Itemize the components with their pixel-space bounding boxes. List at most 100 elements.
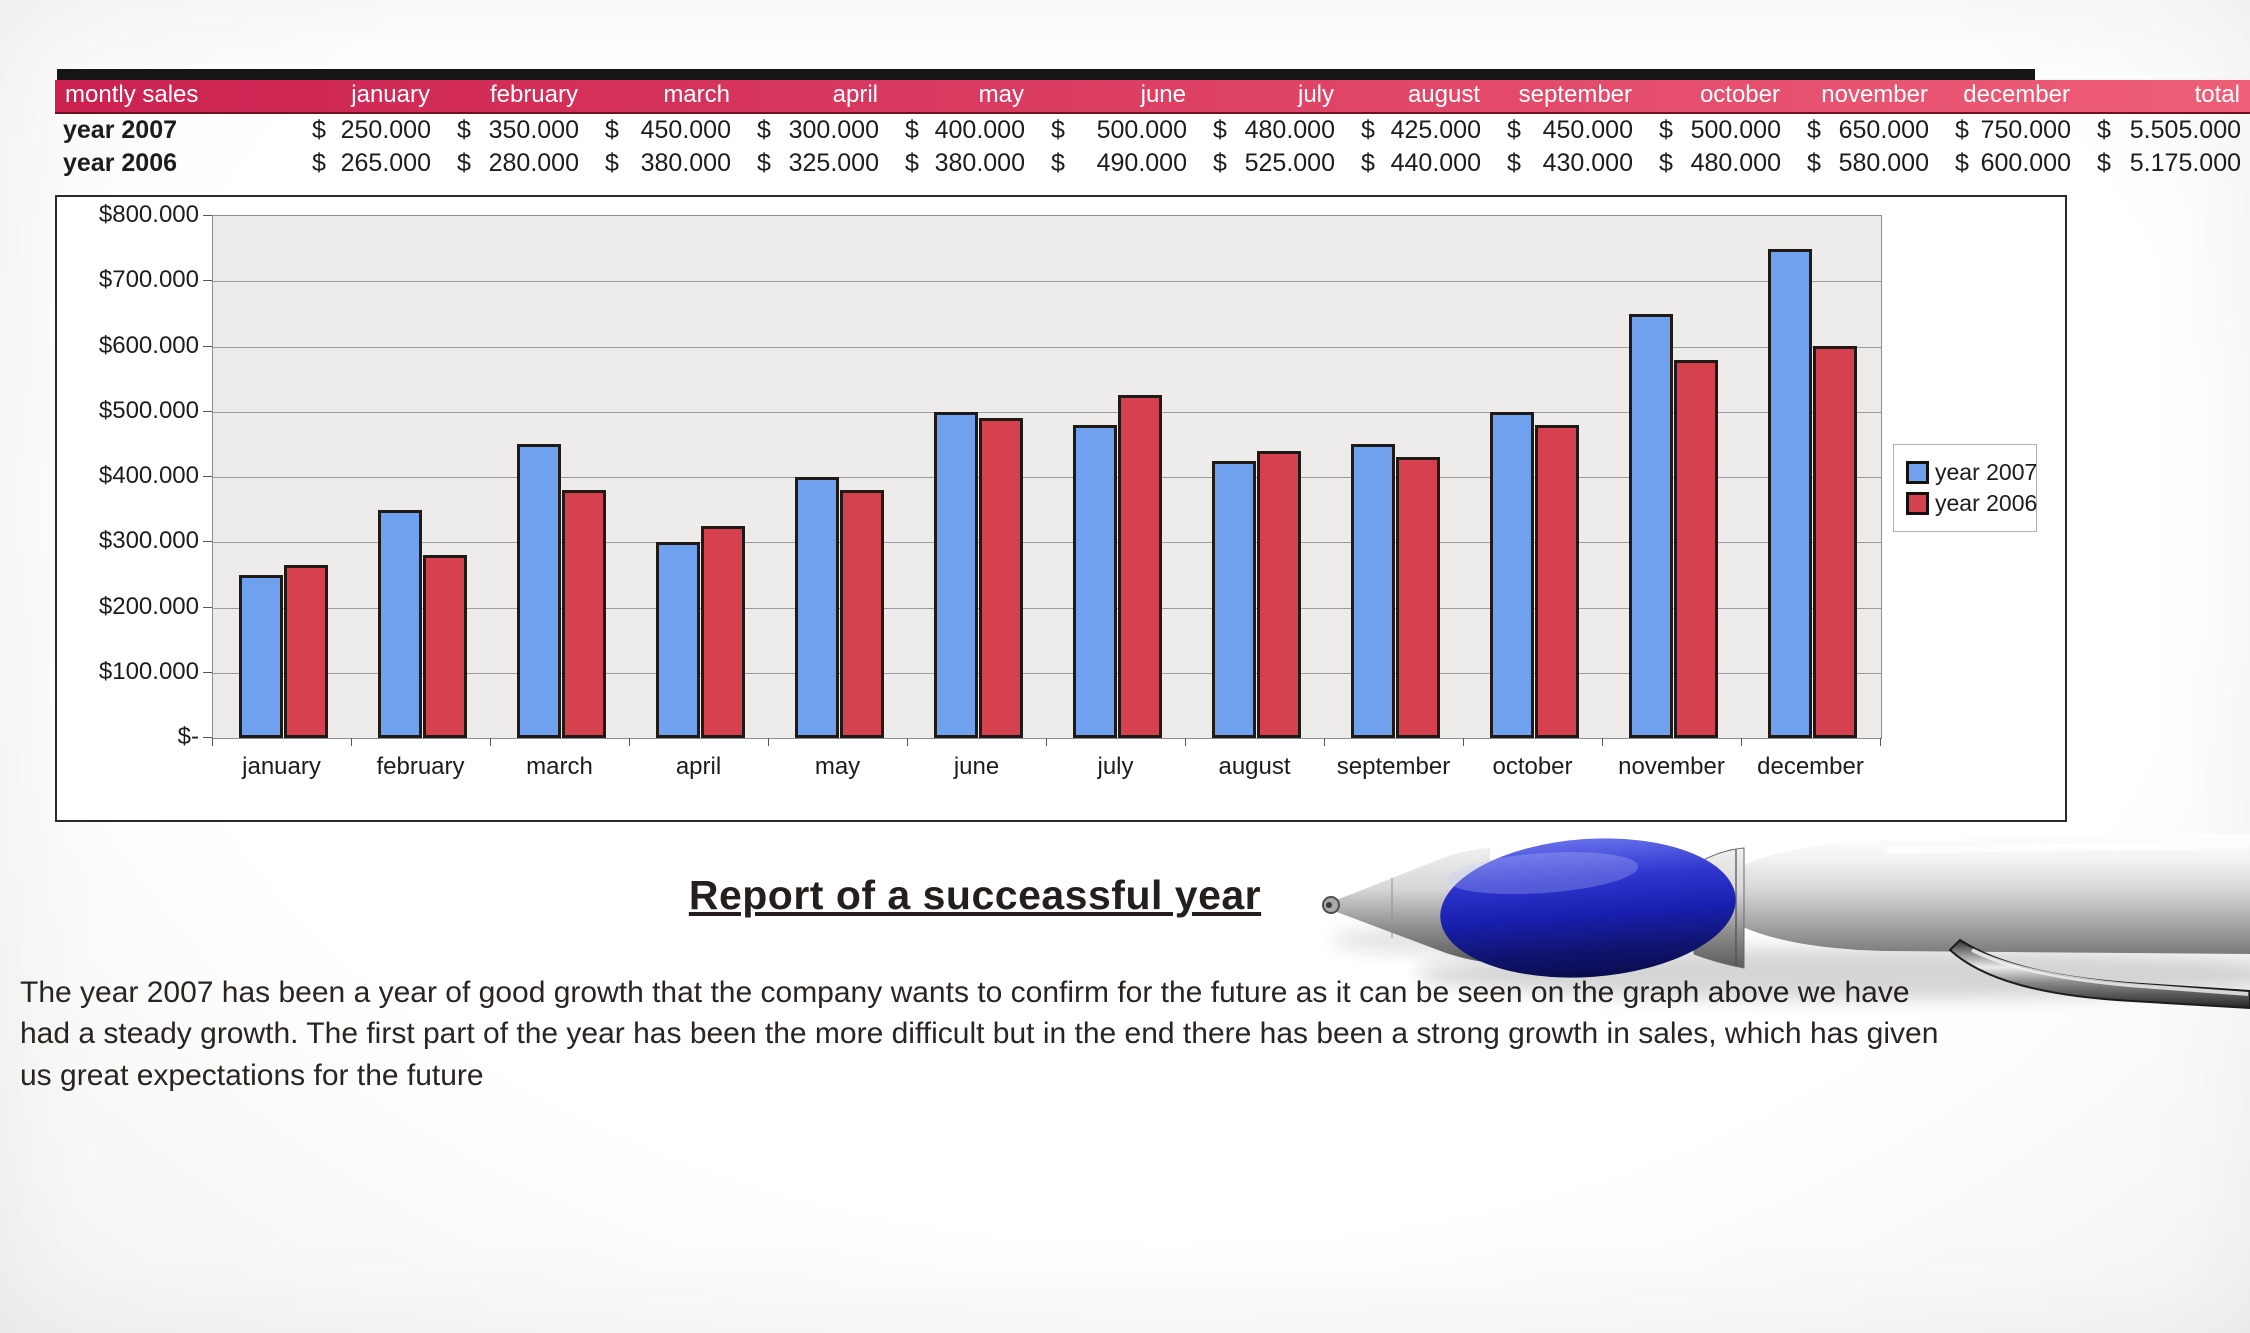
amount: 250.000: [340, 116, 431, 144]
amount: 650.000: [1838, 116, 1929, 144]
currency-symbol: $: [2097, 149, 2111, 177]
chart-bar-year-2006: [1395, 457, 1440, 738]
x-axis-label-october: october: [1492, 753, 1573, 780]
chart-bar-year-2007: [655, 542, 700, 738]
x-axis-tick: [1463, 738, 1464, 746]
sales-value-cell: $325.000: [740, 147, 888, 180]
chart-bar-year-2007: [933, 412, 978, 738]
sales-value-cell: $750.000: [1938, 113, 2080, 147]
chart-bar-year-2007: [516, 444, 561, 738]
chart-bar-year-2007: [377, 510, 422, 738]
gridline: [213, 411, 1881, 413]
legend-swatch: [1906, 492, 1929, 515]
y-axis-tick: [203, 671, 212, 673]
currency-symbol: $: [1659, 116, 1673, 144]
x-axis-tick: [1602, 738, 1603, 746]
amount: 750.000: [1980, 116, 2071, 144]
column-header-august: august: [1407, 81, 1480, 108]
currency-symbol: $: [605, 116, 619, 144]
y-axis-tick: [203, 215, 212, 216]
column-header-march: march: [663, 81, 730, 108]
currency-symbol: $: [757, 149, 771, 177]
x-axis-label-june: june: [953, 753, 1000, 780]
sales-value-cell: $490.000: [1034, 147, 1196, 180]
amount: 380.000: [934, 149, 1025, 177]
chart-bar-year-2006: [1534, 425, 1579, 738]
sales-value-cell: $280.000: [440, 147, 588, 180]
chart-bar-year-2006: [978, 418, 1023, 738]
amount: 5.505.000: [2129, 116, 2241, 144]
chart-bar-year-2007: [1350, 444, 1395, 738]
currency-symbol: $: [1807, 149, 1821, 177]
column-header-december: december: [1963, 81, 2070, 108]
currency-symbol: $: [457, 116, 471, 144]
amount: 265.000: [340, 149, 431, 177]
x-axis-label-march: march: [526, 753, 593, 780]
chart-bar-year-2007: [1211, 461, 1256, 738]
x-axis-tick: [768, 738, 769, 746]
sales-value-cell: $425.000: [1344, 113, 1490, 147]
amount: 600.000: [1980, 149, 2071, 177]
currency-symbol: $: [1507, 116, 1521, 144]
amount: 430.000: [1542, 149, 1633, 177]
currency-symbol: $: [905, 116, 919, 144]
legend-entry: year 2007: [1906, 459, 2037, 486]
currency-symbol: $: [457, 149, 471, 177]
sales-value-cell: $250.000: [295, 113, 440, 147]
sales-value-cell: $265.000: [295, 147, 440, 180]
chart-bar-year-2007: [1489, 412, 1534, 738]
pen-photo: [1322, 834, 2250, 1010]
chart-legend: year 2007 year 2006: [1893, 444, 2037, 532]
chart-bar-year-2006: [700, 526, 745, 738]
column-header-february: february: [489, 81, 578, 108]
chart-bar-year-2007: [1628, 314, 1673, 738]
amount: 525.000: [1244, 149, 1335, 177]
chart-bar-year-2007: [238, 575, 283, 738]
currency-symbol: $: [1051, 116, 1065, 144]
amount: 300.000: [788, 116, 879, 144]
y-axis-tick: [203, 410, 212, 412]
amount: 500.000: [1096, 116, 1187, 144]
y-axis-label: $700.000: [98, 266, 199, 294]
amount: 500.000: [1690, 116, 1781, 144]
x-axis-tick: [1185, 738, 1186, 746]
column-header-october: october: [1699, 81, 1780, 108]
amount: 450.000: [1542, 116, 1633, 144]
gridline: [213, 607, 1881, 609]
chart-bar-year-2006: [839, 490, 884, 738]
sales-value-cell: $350.000: [440, 113, 588, 147]
y-axis-label: $100.000: [98, 657, 199, 685]
chart-bar-year-2006: [1117, 395, 1162, 738]
amount: 400.000: [934, 116, 1025, 144]
currency-symbol: $: [1213, 116, 1227, 144]
gridline: [213, 346, 1881, 348]
x-axis-label-september: september: [1336, 753, 1451, 780]
y-axis-tick: [203, 606, 212, 608]
amount: 5.175.000: [2129, 149, 2241, 177]
amount: 450.000: [640, 116, 731, 144]
amount: 425.000: [1390, 116, 1481, 144]
currency-symbol: $: [1955, 116, 1969, 144]
x-axis-label-december: december: [1757, 753, 1864, 780]
sales-value-cell: $450.000: [588, 113, 740, 147]
sales-value-cell: $380.000: [588, 147, 740, 180]
gridline: [213, 281, 1881, 283]
column-header-april: april: [832, 81, 878, 108]
currency-symbol: $: [2097, 116, 2111, 144]
x-axis-label-january: january: [242, 753, 321, 780]
chart-plot-area: [212, 215, 1882, 739]
legend-entry: year 2006: [1906, 490, 2037, 517]
column-header-may: may: [978, 81, 1024, 108]
row-label: year 2007: [63, 116, 178, 144]
table-row-year-2007: year 2007 $250.000 $350.000 $450.000 $300.00…: [55, 113, 2250, 147]
x-axis-label-may: may: [814, 753, 861, 780]
currency-symbol: $: [605, 149, 619, 177]
amount: 580.000: [1838, 149, 1929, 177]
chart-bar-year-2006: [422, 555, 467, 738]
sales-value-cell: $430.000: [1490, 147, 1642, 180]
column-header-total: total: [2194, 81, 2240, 108]
x-axis-tick: [490, 738, 491, 746]
y-axis-tick: [203, 541, 212, 543]
amount: 480.000: [1690, 149, 1781, 177]
sales-value-cell: $380.000: [888, 147, 1034, 180]
